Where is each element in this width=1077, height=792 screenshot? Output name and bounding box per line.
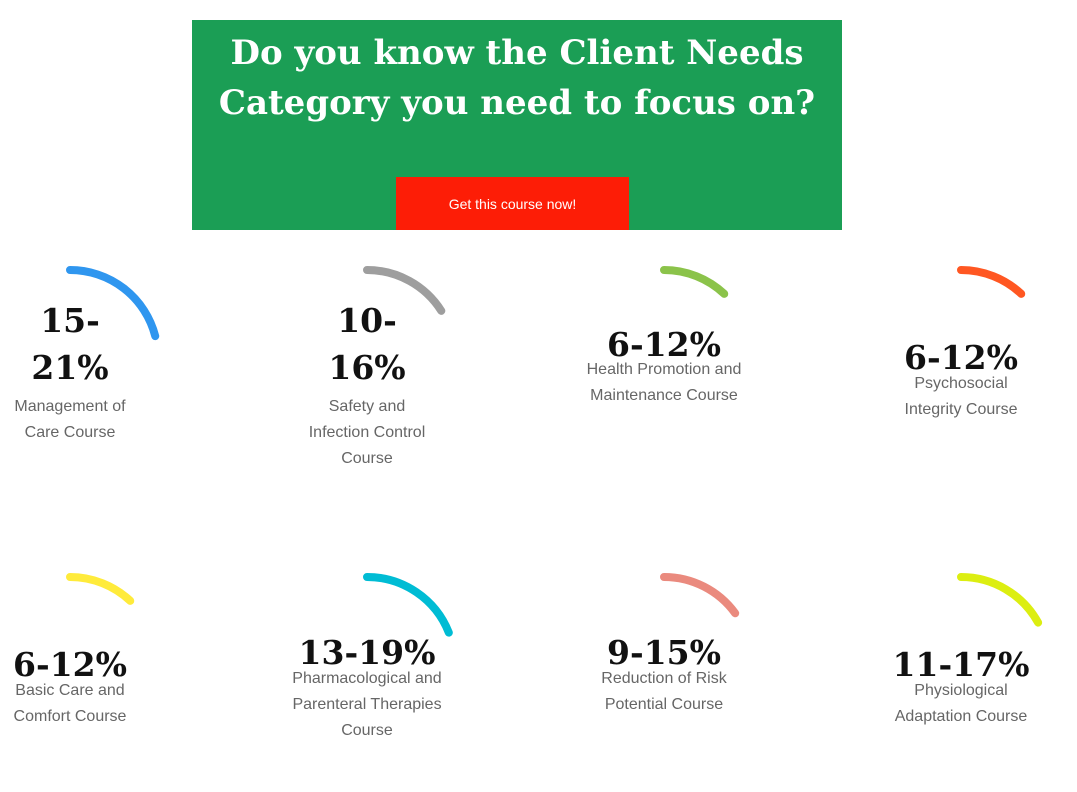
progress-arc-icon bbox=[66, 573, 135, 605]
stat-safety-infection-control: 10-16% Safety and Infection Control Cour… bbox=[277, 266, 457, 472]
stat-value: 13-19% bbox=[298, 633, 436, 672]
stat-value: 11-17% bbox=[892, 645, 1030, 684]
progress-arc-icon bbox=[957, 573, 1043, 627]
stat-label: Pharmacological and Parenteral Therapies… bbox=[292, 670, 442, 739]
hero-title-line-1: Do you know the Client Needs bbox=[230, 33, 804, 73]
stat-label: Management of Care Course bbox=[14, 398, 126, 441]
get-course-button[interactable]: Get this course now! bbox=[396, 177, 629, 230]
stat-reduction-of-risk: 9-15% Reduction of Risk Potential Course bbox=[574, 573, 754, 718]
progress-arc-icon bbox=[363, 266, 446, 315]
stat-management-of-care: 15-21% Management of Care Course bbox=[0, 266, 160, 446]
stat-value: 6-12% bbox=[13, 645, 127, 684]
stat-physiological-adaptation: 11-17% Physiological Adaptation Course bbox=[871, 573, 1051, 730]
stat-label: Psychosocial Integrity Course bbox=[904, 375, 1018, 418]
stat-value: 10-16% bbox=[328, 301, 406, 387]
progress-arc-icon bbox=[957, 266, 1026, 298]
stat-value: 15-21% bbox=[31, 301, 109, 387]
stat-label: Basic Care and Comfort Course bbox=[13, 682, 127, 725]
stat-health-promotion: 6-12% Health Promotion and Maintenance C… bbox=[574, 266, 754, 409]
stat-value: 6-12% bbox=[904, 338, 1018, 377]
stat-value: 9-15% bbox=[607, 633, 721, 672]
hero-title: Do you know the Client Needs Category yo… bbox=[192, 20, 842, 128]
stat-label: Physiological Adaptation Course bbox=[894, 682, 1028, 725]
stat-label: Safety and Infection Control Course bbox=[308, 398, 426, 467]
stat-psychosocial-integrity: 6-12% Psychosocial Integrity Course bbox=[871, 266, 1051, 423]
progress-arc-icon bbox=[660, 266, 729, 298]
stat-value: 6-12% bbox=[607, 325, 721, 364]
progress-arc-icon bbox=[363, 573, 453, 637]
hero-banner: Do you know the Client Needs Category yo… bbox=[192, 20, 842, 230]
stat-basic-care-comfort: 6-12% Basic Care and Comfort Course bbox=[0, 573, 160, 730]
progress-arc-icon bbox=[66, 266, 160, 341]
stat-pharmacological-therapies: 13-19% Pharmacological and Parenteral Th… bbox=[277, 573, 457, 744]
stat-label: Health Promotion and Maintenance Course bbox=[586, 361, 742, 404]
progress-arc-icon bbox=[660, 573, 740, 618]
stat-label: Reduction of Risk Potential Course bbox=[601, 670, 727, 713]
hero-title-line-2: Category you need to focus on? bbox=[218, 83, 816, 123]
